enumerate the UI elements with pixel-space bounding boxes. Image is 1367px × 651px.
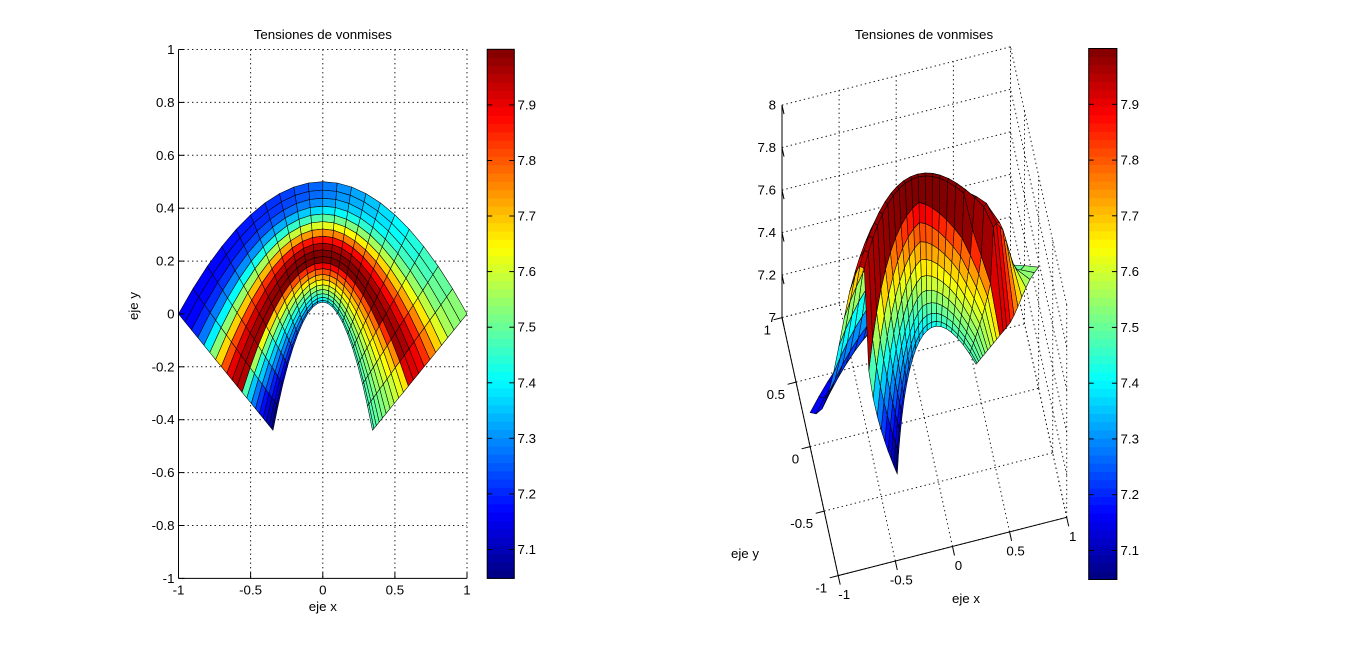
svg-text:-0.8: -0.8 xyxy=(152,518,175,533)
svg-text:-0.5: -0.5 xyxy=(890,573,913,588)
svg-text:0.5: 0.5 xyxy=(1006,543,1025,558)
svg-text:eje y: eje y xyxy=(126,292,141,320)
svg-text:-0.2: -0.2 xyxy=(152,359,175,374)
svg-text:7.8: 7.8 xyxy=(758,140,777,155)
svg-text:0.6: 0.6 xyxy=(156,148,175,163)
svg-text:7.8: 7.8 xyxy=(518,153,537,168)
svg-text:7.5: 7.5 xyxy=(518,320,537,335)
svg-text:7.2: 7.2 xyxy=(758,268,777,283)
svg-text:7.3: 7.3 xyxy=(1121,431,1140,446)
svg-text:7.7: 7.7 xyxy=(1121,208,1140,223)
svg-text:0.5: 0.5 xyxy=(386,582,405,597)
svg-text:7.1: 7.1 xyxy=(518,542,537,557)
svg-text:7.1: 7.1 xyxy=(1121,543,1140,558)
svg-text:eje x: eje x xyxy=(952,591,980,606)
svg-text:1: 1 xyxy=(463,582,470,597)
svg-text:7.2: 7.2 xyxy=(1121,487,1140,502)
svg-text:7.7: 7.7 xyxy=(518,209,537,224)
svg-text:Tensiones de vonmises: Tensiones de vonmises xyxy=(254,27,393,42)
svg-text:7.3: 7.3 xyxy=(518,431,537,446)
svg-text:7.4: 7.4 xyxy=(1121,376,1140,391)
svg-text:7.9: 7.9 xyxy=(518,97,537,112)
svg-text:0: 0 xyxy=(955,558,962,573)
svg-text:7.5: 7.5 xyxy=(1121,320,1140,335)
svg-text:7.6: 7.6 xyxy=(518,264,537,279)
svg-text:Tensiones de vonmises: Tensiones de vonmises xyxy=(855,27,994,42)
svg-text:0.5: 0.5 xyxy=(767,387,786,402)
svg-text:-0.4: -0.4 xyxy=(152,412,175,427)
svg-text:8: 8 xyxy=(769,98,776,113)
svg-text:-0.5: -0.5 xyxy=(790,516,813,531)
svg-text:7.8: 7.8 xyxy=(1121,153,1140,168)
svg-text:7.6: 7.6 xyxy=(1121,264,1140,279)
svg-text:-0.6: -0.6 xyxy=(152,465,175,480)
svg-text:0.2: 0.2 xyxy=(156,254,175,269)
svg-text:1: 1 xyxy=(764,323,771,338)
svg-text:eje x: eje x xyxy=(309,599,337,614)
svg-text:1: 1 xyxy=(167,42,174,57)
svg-text:-1: -1 xyxy=(163,571,175,586)
svg-text:0: 0 xyxy=(319,582,326,597)
svg-text:7.4: 7.4 xyxy=(518,375,537,390)
svg-text:0: 0 xyxy=(792,452,799,467)
svg-text:0.8: 0.8 xyxy=(156,95,175,110)
svg-text:7.6: 7.6 xyxy=(758,183,777,198)
svg-text:7.9: 7.9 xyxy=(1121,97,1140,112)
svg-text:1: 1 xyxy=(1069,529,1076,544)
svg-text:-1: -1 xyxy=(173,582,185,597)
svg-text:7.4: 7.4 xyxy=(758,225,777,240)
svg-text:0: 0 xyxy=(167,306,174,321)
svg-text:eje y: eje y xyxy=(731,546,759,561)
svg-text:-1: -1 xyxy=(838,587,850,602)
svg-text:-0.5: -0.5 xyxy=(239,582,262,597)
svg-text:7: 7 xyxy=(769,310,776,325)
svg-text:-1: -1 xyxy=(815,581,827,596)
svg-text:0.4: 0.4 xyxy=(156,201,175,216)
svg-text:7.2: 7.2 xyxy=(518,486,537,501)
